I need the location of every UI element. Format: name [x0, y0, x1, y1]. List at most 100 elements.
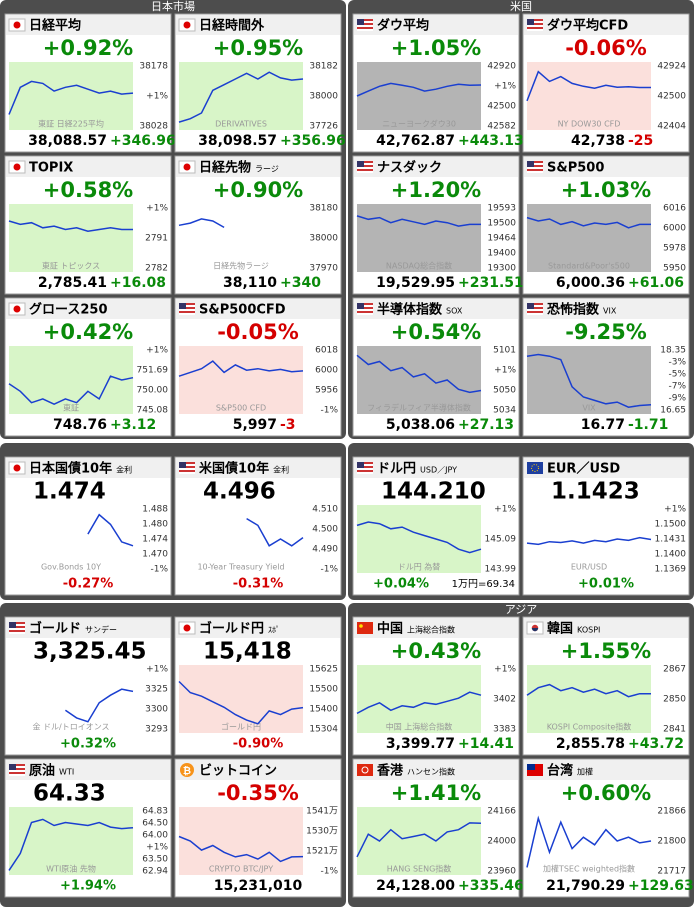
price-line	[526, 815, 652, 868]
chart-area	[357, 204, 481, 272]
axis-label: 19464	[487, 234, 516, 244]
flag-dot	[13, 21, 21, 29]
value: 144.210	[381, 479, 486, 505]
watermark: 日経先物ラージ	[213, 261, 269, 271]
flag-stripe	[527, 307, 543, 309]
axis-label: 16.65	[660, 406, 686, 416]
price-line	[8, 80, 134, 115]
flag-stripe	[357, 25, 373, 27]
tile-name: TOPIX	[29, 161, 73, 176]
price-line	[526, 353, 652, 408]
axis-label: -5%	[668, 370, 686, 380]
price-line	[526, 683, 651, 698]
flag-stripe	[527, 23, 543, 25]
tile-name: 台湾	[547, 763, 573, 779]
flag-stripe	[357, 466, 373, 468]
flag-dot	[183, 624, 191, 632]
watermark: HANG SENG指数	[387, 864, 452, 874]
price-change: +3.12	[110, 417, 156, 433]
tile-name: 韓国	[547, 621, 573, 637]
price-change: -25	[628, 133, 653, 149]
tile-header	[354, 157, 518, 177]
flag-canton	[357, 161, 364, 167]
axis-label: 2782	[145, 264, 168, 274]
change-percent: +0.92%	[43, 36, 133, 60]
price: 2,785.41	[38, 275, 107, 291]
axis-label: 42920	[487, 62, 516, 72]
watermark: VIX	[582, 404, 596, 413]
axis-label: 38028	[139, 122, 168, 132]
axis-label: 1541万	[306, 807, 338, 817]
change-percent: +0.90%	[213, 178, 303, 202]
price: 38,110	[223, 275, 277, 291]
axis-label: -1%	[150, 565, 168, 575]
axis-label: 1.488	[142, 505, 168, 515]
change-percent: +0.04%	[373, 577, 429, 592]
chart-area	[357, 807, 481, 875]
axis-label: 6016	[663, 204, 686, 214]
price-line	[8, 375, 134, 406]
flag-stripe	[179, 466, 195, 468]
flag-stripe	[357, 23, 373, 25]
price: 38,088.57	[28, 133, 107, 149]
axis-label: 1.1500	[655, 520, 687, 530]
watermark: KOSPI Composite指数	[547, 722, 632, 732]
chart-area	[527, 346, 651, 414]
axis-label: 4.490	[312, 545, 338, 555]
axis-label: 42500	[657, 92, 686, 102]
price: 5,997	[233, 417, 277, 433]
axis-label: 745.08	[137, 406, 169, 416]
axis-label: 24166	[487, 807, 516, 817]
axis-label: 24000	[487, 837, 516, 847]
chart-area	[179, 807, 303, 875]
note: 1万円=69.34	[452, 579, 515, 590]
axis-label: 64.00	[142, 831, 168, 841]
axis-label: 145.09	[485, 535, 517, 545]
tile-header	[354, 760, 518, 780]
flag-flower	[361, 766, 369, 774]
flag-stripe	[527, 29, 543, 31]
axis-label: +1%	[494, 505, 516, 515]
flag-stripe	[9, 622, 25, 624]
chart-area	[9, 665, 133, 733]
axis-label: 21717	[657, 867, 686, 877]
flag	[357, 622, 373, 634]
price: 38,098.57	[198, 133, 277, 149]
price: 19,529.95	[376, 275, 455, 291]
flag-stripe	[9, 628, 25, 630]
price-line	[178, 360, 304, 377]
flag-stripe	[9, 768, 25, 770]
tile-header	[354, 299, 518, 319]
axis-label: 15625	[309, 665, 338, 675]
change-percent: +1.55%	[561, 639, 651, 663]
change-percent: +0.54%	[391, 320, 481, 344]
flag-stripe	[9, 624, 25, 626]
price: 16.77	[581, 417, 625, 433]
flag-stripe	[357, 464, 373, 466]
axis-label: 1.1400	[655, 550, 687, 560]
change-percent: +1.94%	[60, 879, 116, 894]
flag-canton	[9, 764, 16, 770]
axis-label: 1530万	[306, 827, 338, 837]
axis-label: 6000	[315, 366, 338, 376]
axis-label: +1%	[146, 92, 168, 102]
price-change: +61.06	[628, 275, 684, 291]
tile-header	[354, 618, 518, 638]
watermark: ニューヨークダウ30	[382, 119, 456, 129]
axis-label: +1%	[494, 82, 516, 92]
axis-label: +1%	[146, 665, 168, 675]
flag-stripe	[179, 303, 195, 305]
change-percent: +1.20%	[391, 178, 481, 202]
tile-sub: 金利	[273, 465, 289, 475]
price-line	[178, 71, 304, 123]
flag-dot	[13, 163, 21, 171]
axis-label: -1%	[320, 406, 338, 416]
flag-dot	[13, 464, 21, 472]
watermark: 10-Year Treasury Yield	[197, 563, 284, 572]
price-line	[526, 216, 651, 229]
change-percent: +0.42%	[43, 320, 133, 344]
axis-label: 3383	[493, 725, 516, 735]
axis-label: +1%	[146, 346, 168, 356]
flag-stripe	[9, 632, 25, 634]
flag-dot	[183, 163, 191, 171]
